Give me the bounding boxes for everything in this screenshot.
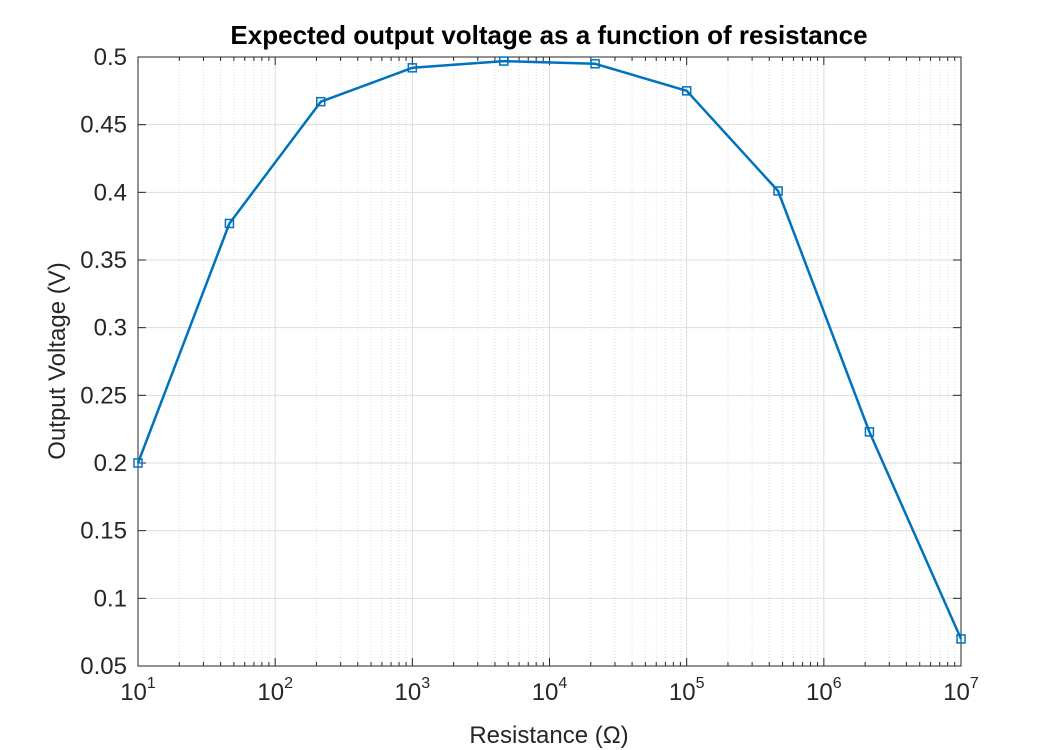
y-tick-label: 0.35	[80, 247, 127, 274]
y-tick-label: 0.05	[80, 653, 127, 680]
series-group	[133, 56, 966, 644]
x-tick-label: 106	[806, 675, 842, 706]
x-tick-label: 104	[532, 675, 568, 706]
data-point-marker	[499, 56, 509, 66]
x-tick-label: 101	[120, 675, 156, 706]
x-tick-label: 105	[669, 675, 705, 706]
y-tick-label: 0.4	[94, 179, 127, 206]
y-tick-label: 0.2	[94, 450, 127, 477]
data-point-marker	[133, 458, 143, 468]
y-axis-label: Output Voltage (V)	[44, 262, 71, 459]
data-point-marker	[864, 427, 875, 437]
data-point-marker	[224, 218, 235, 229]
data-point-marker	[407, 63, 418, 73]
y-tick-label: 0.45	[80, 112, 127, 139]
data-point-marker	[590, 59, 600, 69]
minor-grid	[178, 57, 956, 666]
data-point-marker	[316, 96, 326, 107]
series-line	[136, 59, 963, 640]
x-tick-label: 107	[943, 675, 979, 706]
x-axis-label: Resistance (Ω)	[469, 722, 628, 749]
x-tick-label: 103	[395, 675, 431, 706]
y-tick-label: 0.15	[80, 518, 127, 545]
data-point-marker	[681, 86, 692, 96]
chart-title: Expected output voltage as a function of…	[230, 20, 867, 50]
y-tick-label: 0.5	[94, 44, 127, 71]
data-point-marker	[773, 186, 783, 196]
x-tick-labels: 101 102 103 104 105 106 107	[120, 675, 979, 706]
y-tick-label: 0.25	[80, 382, 127, 409]
y-tick-labels: 0.05 0.1 0.15 0.2 0.25 0.3 0.35 0.4 0.45 0.5	[80, 44, 127, 680]
tick-marks	[137, 56, 962, 667]
y-tick-label: 0.1	[94, 585, 127, 612]
x-tick-label: 102	[257, 675, 293, 706]
y-tick-label: 0.3	[94, 315, 127, 342]
data-point-marker	[956, 634, 966, 644]
